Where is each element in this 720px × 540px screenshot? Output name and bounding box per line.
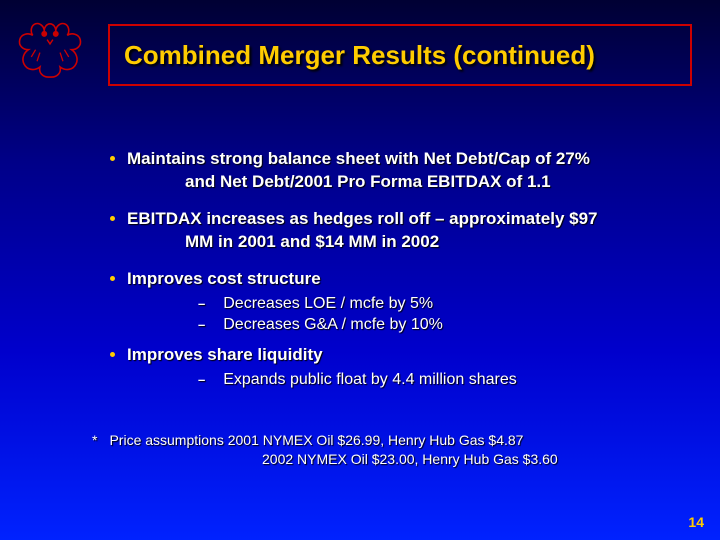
- bullet-item: Maintains strong balance sheet with Net …: [110, 148, 670, 194]
- bullet-item: EBITDAX increases as hedges roll off – a…: [110, 208, 670, 254]
- bullet-dot-icon: [110, 156, 115, 161]
- bullet-text: Improves share liquidity: [127, 344, 323, 367]
- dash-icon: –: [198, 372, 205, 387]
- sub-bullet-list: – Expands public float by 4.4 million sh…: [198, 371, 670, 389]
- bullet-dot-icon: [110, 352, 115, 357]
- bullet-dot-icon: [110, 216, 115, 221]
- sub-bullet-item: – Decreases LOE / mcfe by 5%: [198, 295, 670, 313]
- sub-bullet-text: Decreases G&A / mcfe by 10%: [223, 316, 443, 334]
- sub-bullet-item: – Decreases G&A / mcfe by 10%: [198, 316, 670, 334]
- dash-icon: –: [198, 317, 205, 332]
- bullet-item: Improves share liquidity: [110, 344, 670, 367]
- bullet-text: EBITDAX increases as hedges roll off – a…: [127, 208, 598, 254]
- page-number: 14: [688, 514, 704, 530]
- bullet-text: Maintains strong balance sheet with Net …: [127, 148, 590, 194]
- footnote-line1: Price assumptions 2001 NYMEX Oil $26.99,…: [109, 432, 523, 448]
- footnote: * Price assumptions 2001 NYMEX Oil $26.9…: [92, 432, 682, 467]
- bullet-item: Improves cost structure: [110, 268, 670, 291]
- eagle-logo: [14, 18, 86, 80]
- dash-icon: –: [198, 296, 205, 311]
- bullet-text: Improves cost structure: [127, 268, 321, 291]
- sub-bullet-text: Decreases LOE / mcfe by 5%: [223, 295, 433, 313]
- bullet-dot-icon: [110, 276, 115, 281]
- bullet-content: Maintains strong balance sheet with Net …: [110, 148, 670, 399]
- footnote-line2: 2002 NYMEX Oil $23.00, Henry Hub Gas $3.…: [92, 451, 682, 467]
- sub-bullet-text: Expands public float by 4.4 million shar…: [223, 371, 517, 389]
- footnote-star-icon: *: [92, 432, 97, 448]
- sub-bullet-list: – Decreases LOE / mcfe by 5% – Decreases…: [198, 295, 670, 334]
- title-box: Combined Merger Results (continued): [108, 24, 692, 86]
- slide-title: Combined Merger Results (continued): [124, 40, 595, 71]
- sub-bullet-item: – Expands public float by 4.4 million sh…: [198, 371, 670, 389]
